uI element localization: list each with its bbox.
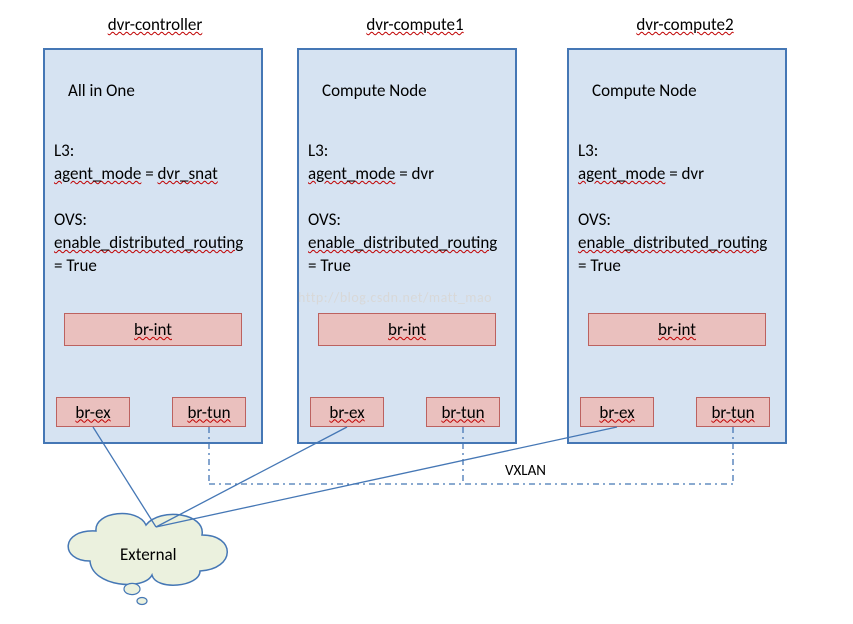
node-config: L3:agent_mode = dvr_snat OVS:enable_dist… (54, 140, 254, 278)
node-subtitle: All in One (68, 80, 135, 101)
bridge-br-tun: br-tun (696, 397, 770, 427)
node-subtitle: Compute Node (322, 80, 427, 101)
node-subtitle: Compute Node (592, 80, 697, 101)
node-title: dvr-compute2 (615, 14, 755, 35)
watermark: http://blog.csdn.net/matt_mao (298, 289, 492, 306)
bridge-br-int: br-int (318, 313, 496, 346)
node-title: dvr-compute1 (345, 14, 485, 35)
node-config: L3:agent_mode = dvr OVS:enable_distribut… (308, 140, 508, 278)
node-title: dvr-controller (85, 14, 225, 35)
bridge-br-int: br-int (64, 313, 242, 346)
vxlan-label: VXLAN (505, 462, 546, 480)
node-config: L3:agent_mode = dvr OVS:enable_distribut… (578, 140, 778, 278)
external-label: External (120, 544, 177, 565)
bridge-br-tun: br-tun (172, 397, 246, 427)
bridge-br-ex: br-ex (56, 397, 130, 427)
bridge-br-int: br-int (588, 313, 766, 346)
bridge-br-ex: br-ex (580, 397, 654, 427)
bridge-br-tun: br-tun (426, 397, 500, 427)
bridge-br-ex: br-ex (310, 397, 384, 427)
